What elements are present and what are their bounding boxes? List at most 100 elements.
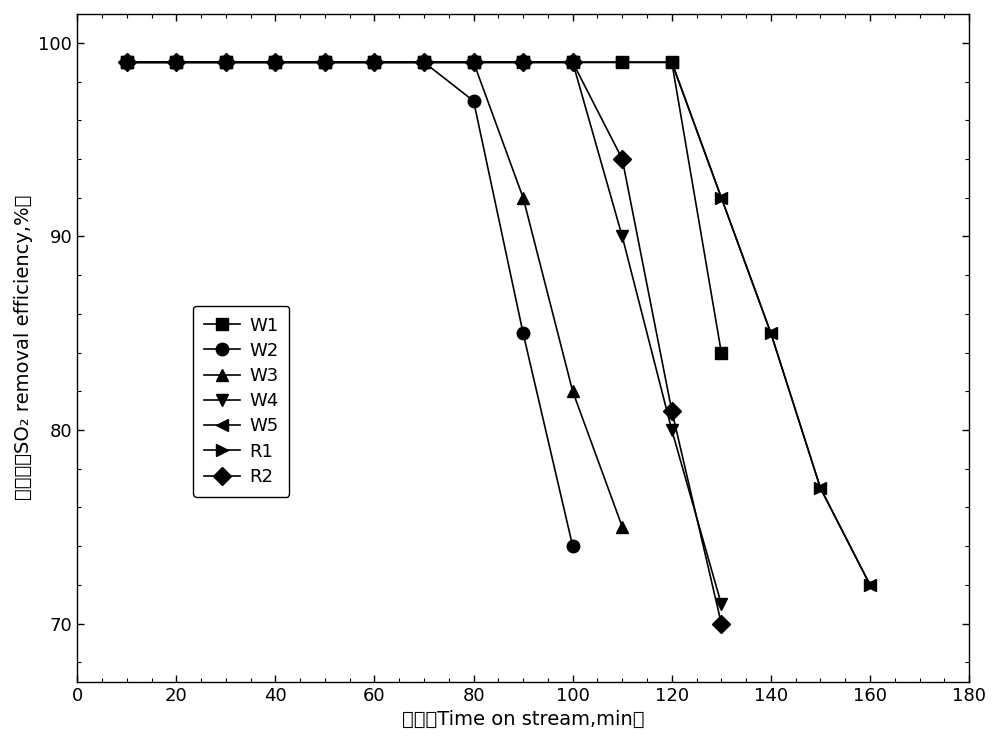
W4 [567, 58, 579, 67]
W4 [715, 600, 727, 609]
R2 [418, 58, 430, 67]
W2 [170, 58, 182, 67]
R2 [319, 58, 331, 67]
W5 [319, 58, 331, 67]
W5 [269, 58, 281, 67]
R2 [269, 58, 281, 67]
Line: W2: W2 [120, 56, 579, 553]
W1 [616, 58, 628, 67]
W4 [319, 58, 331, 67]
R2 [121, 58, 133, 67]
Line: R2: R2 [120, 56, 728, 630]
W1 [368, 58, 380, 67]
Y-axis label: 脱硫率（SO₂ removal efficiency,%）: 脱硫率（SO₂ removal efficiency,%） [14, 195, 33, 501]
W2 [368, 58, 380, 67]
R2 [567, 58, 579, 67]
R1 [666, 58, 678, 67]
W4 [468, 58, 480, 67]
Line: W3: W3 [120, 56, 628, 533]
W1 [715, 348, 727, 357]
R1 [269, 58, 281, 67]
R1 [418, 58, 430, 67]
X-axis label: 时间（Time on stream,min）: 时间（Time on stream,min） [402, 710, 644, 729]
W3 [170, 58, 182, 67]
W2 [319, 58, 331, 67]
W3 [121, 58, 133, 67]
R1 [220, 58, 232, 67]
Line: W4: W4 [120, 56, 728, 611]
R1 [319, 58, 331, 67]
W1 [666, 58, 678, 67]
R1 [468, 58, 480, 67]
W2 [468, 97, 480, 106]
R1 [170, 58, 182, 67]
W4 [666, 426, 678, 435]
W1 [121, 58, 133, 67]
W5 [220, 58, 232, 67]
W2 [121, 58, 133, 67]
R2 [220, 58, 232, 67]
Line: W5: W5 [120, 56, 876, 591]
R1 [567, 58, 579, 67]
W3 [517, 193, 529, 202]
W4 [368, 58, 380, 67]
W5 [765, 329, 777, 338]
W1 [319, 58, 331, 67]
W4 [220, 58, 232, 67]
W4 [170, 58, 182, 67]
R2 [368, 58, 380, 67]
Legend: W1, W2, W3, W4, W5, R1, R2: W1, W2, W3, W4, W5, R1, R2 [193, 305, 289, 497]
W3 [418, 58, 430, 67]
W2 [567, 542, 579, 551]
R1 [616, 58, 628, 67]
W4 [418, 58, 430, 67]
W3 [616, 522, 628, 531]
R2 [468, 58, 480, 67]
W1 [170, 58, 182, 67]
R2 [517, 58, 529, 67]
W5 [715, 193, 727, 202]
W5 [814, 484, 826, 493]
Line: R1: R1 [120, 56, 876, 591]
W5 [121, 58, 133, 67]
R1 [765, 329, 777, 338]
Line: W1: W1 [120, 56, 728, 359]
W3 [368, 58, 380, 67]
W5 [517, 58, 529, 67]
W3 [220, 58, 232, 67]
W5 [616, 58, 628, 67]
R1 [517, 58, 529, 67]
W3 [567, 387, 579, 396]
R2 [715, 619, 727, 628]
W1 [567, 58, 579, 67]
R2 [170, 58, 182, 67]
W2 [269, 58, 281, 67]
W4 [121, 58, 133, 67]
W3 [468, 58, 480, 67]
R1 [368, 58, 380, 67]
R1 [814, 484, 826, 493]
W5 [567, 58, 579, 67]
W5 [666, 58, 678, 67]
W5 [368, 58, 380, 67]
W5 [468, 58, 480, 67]
W5 [170, 58, 182, 67]
W2 [418, 58, 430, 67]
W3 [319, 58, 331, 67]
R1 [864, 580, 876, 589]
R2 [616, 155, 628, 163]
R1 [715, 193, 727, 202]
W1 [220, 58, 232, 67]
W5 [418, 58, 430, 67]
W4 [616, 232, 628, 241]
W1 [418, 58, 430, 67]
W4 [269, 58, 281, 67]
W3 [269, 58, 281, 67]
W4 [517, 58, 529, 67]
W2 [517, 329, 529, 338]
R1 [121, 58, 133, 67]
W1 [517, 58, 529, 67]
W2 [220, 58, 232, 67]
R2 [666, 406, 678, 415]
W1 [269, 58, 281, 67]
